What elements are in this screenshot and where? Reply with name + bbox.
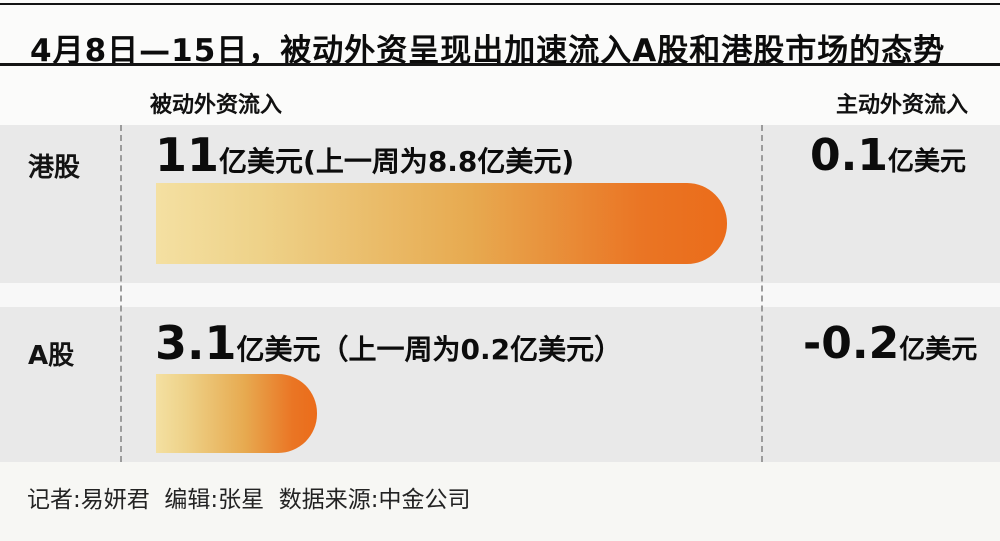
title-underline: [0, 63, 1000, 66]
a-passive-number: 3.1: [155, 316, 237, 370]
hk-passive-inflow-value: 11 亿美元(上一周为8.8亿美元): [155, 132, 574, 180]
row-hk-stocks: 港股 11 亿美元(上一周为8.8亿美元) 0.1 亿美元: [0, 125, 1000, 283]
hk-passive-suffix: 亿美元(上一周为8.8亿美元): [219, 145, 575, 178]
a-passive-inflow-value: 3.1 亿美元（上一周为0.2亿美元）: [155, 320, 622, 368]
a-active-suffix: 亿美元: [899, 335, 978, 365]
market-label-a-shares: A股: [28, 341, 75, 371]
a-active-inflow-value: -0.2 亿美元: [803, 322, 977, 366]
hk-active-suffix: 亿美元: [887, 147, 966, 177]
column-header-active-inflow: 主动外资流入: [835, 93, 968, 118]
hk-passive-inflow-bar: [156, 183, 727, 264]
hk-active-inflow-value: 0.1 亿美元: [810, 134, 966, 178]
credits-line: 记者:易妍君 编辑:张星 数据来源:中金公司: [27, 487, 471, 513]
market-label-hk: 港股: [28, 153, 81, 183]
dashed-divider-left: [120, 125, 122, 462]
a-active-number: -0.2: [803, 318, 900, 369]
column-header-passive-inflow: 被动外资流入: [150, 93, 283, 118]
row-divider-gap: [0, 283, 1000, 307]
footer-area: 记者:易妍君 编辑:张星 数据来源:中金公司: [0, 462, 1000, 541]
a-passive-inflow-bar: [156, 374, 317, 453]
row-a-shares: A股 3.1 亿美元（上一周为0.2亿美元） -0.2 亿美元: [0, 307, 1000, 462]
hk-passive-number: 11: [155, 128, 220, 182]
top-rule: [0, 3, 1000, 5]
hk-active-number: 0.1: [810, 130, 888, 181]
a-passive-suffix: 亿美元（上一周为0.2亿美元）: [236, 333, 623, 366]
dashed-divider-right: [761, 125, 763, 462]
